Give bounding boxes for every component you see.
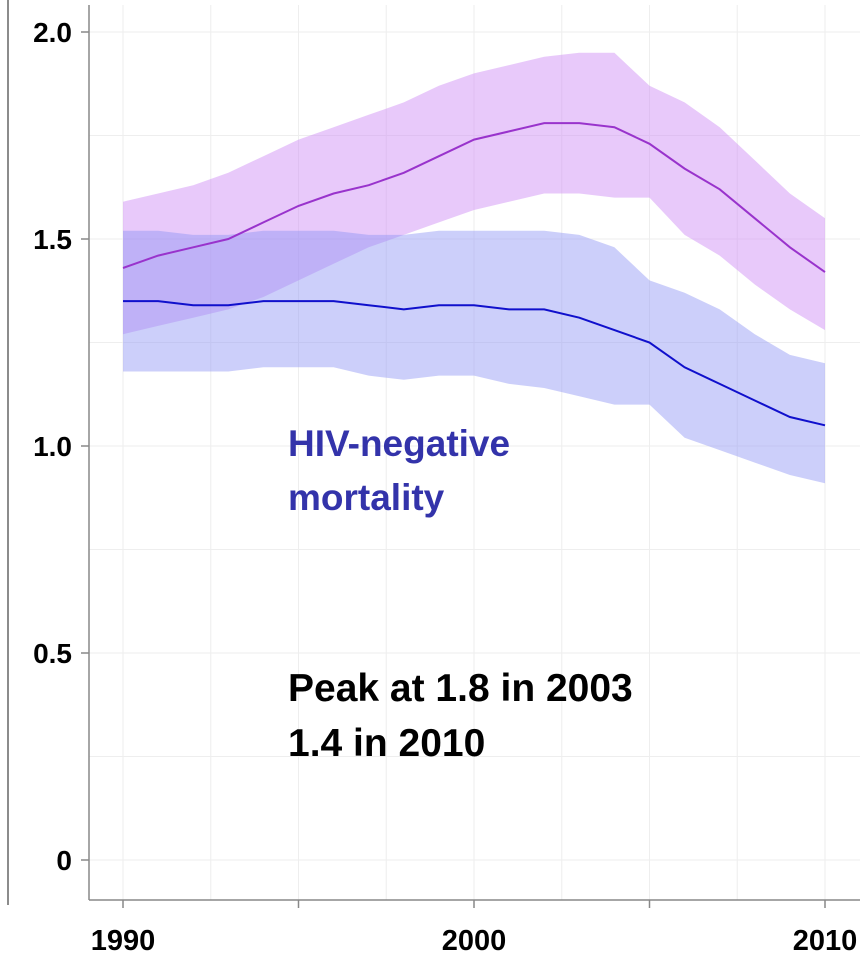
series-line-hiv_negative — [123, 300, 826, 427]
uncertainty-band-total — [123, 52, 825, 335]
uncertainty-band-hiv_negative — [123, 230, 825, 484]
uncertainty-bands — [123, 52, 825, 484]
axes — [7, 0, 860, 908]
annotation-hiv-label-line2: mortality — [288, 477, 445, 518]
x-tick-label: 2000 — [442, 925, 507, 957]
y-tick-label: 1.0 — [33, 431, 72, 462]
y-tick-label: 0 — [56, 845, 72, 876]
annotations: HIV-negative mortality Peak at 1.8 in 2003… — [288, 423, 633, 765]
series-line-total — [122, 122, 826, 273]
x-tick-label: 2010 — [793, 925, 858, 957]
annotation-hiv-label-line1: HIV-negative — [288, 423, 510, 464]
annotation-peak-line2: 1.4 in 2010 — [288, 722, 485, 765]
series-lines — [122, 122, 826, 427]
y-tick-label: 1.5 — [33, 224, 72, 255]
tick-labels: 0 0.5 1.0 1.5 2.0 1990 2000 2010 — [33, 17, 857, 957]
x-tick-label: 1990 — [91, 925, 156, 957]
y-tick-label: 0.5 — [33, 638, 72, 669]
gridlines — [89, 5, 860, 900]
y-tick-label: 2.0 — [33, 17, 72, 48]
annotation-peak-line1: Peak at 1.8 in 2003 — [288, 667, 633, 710]
